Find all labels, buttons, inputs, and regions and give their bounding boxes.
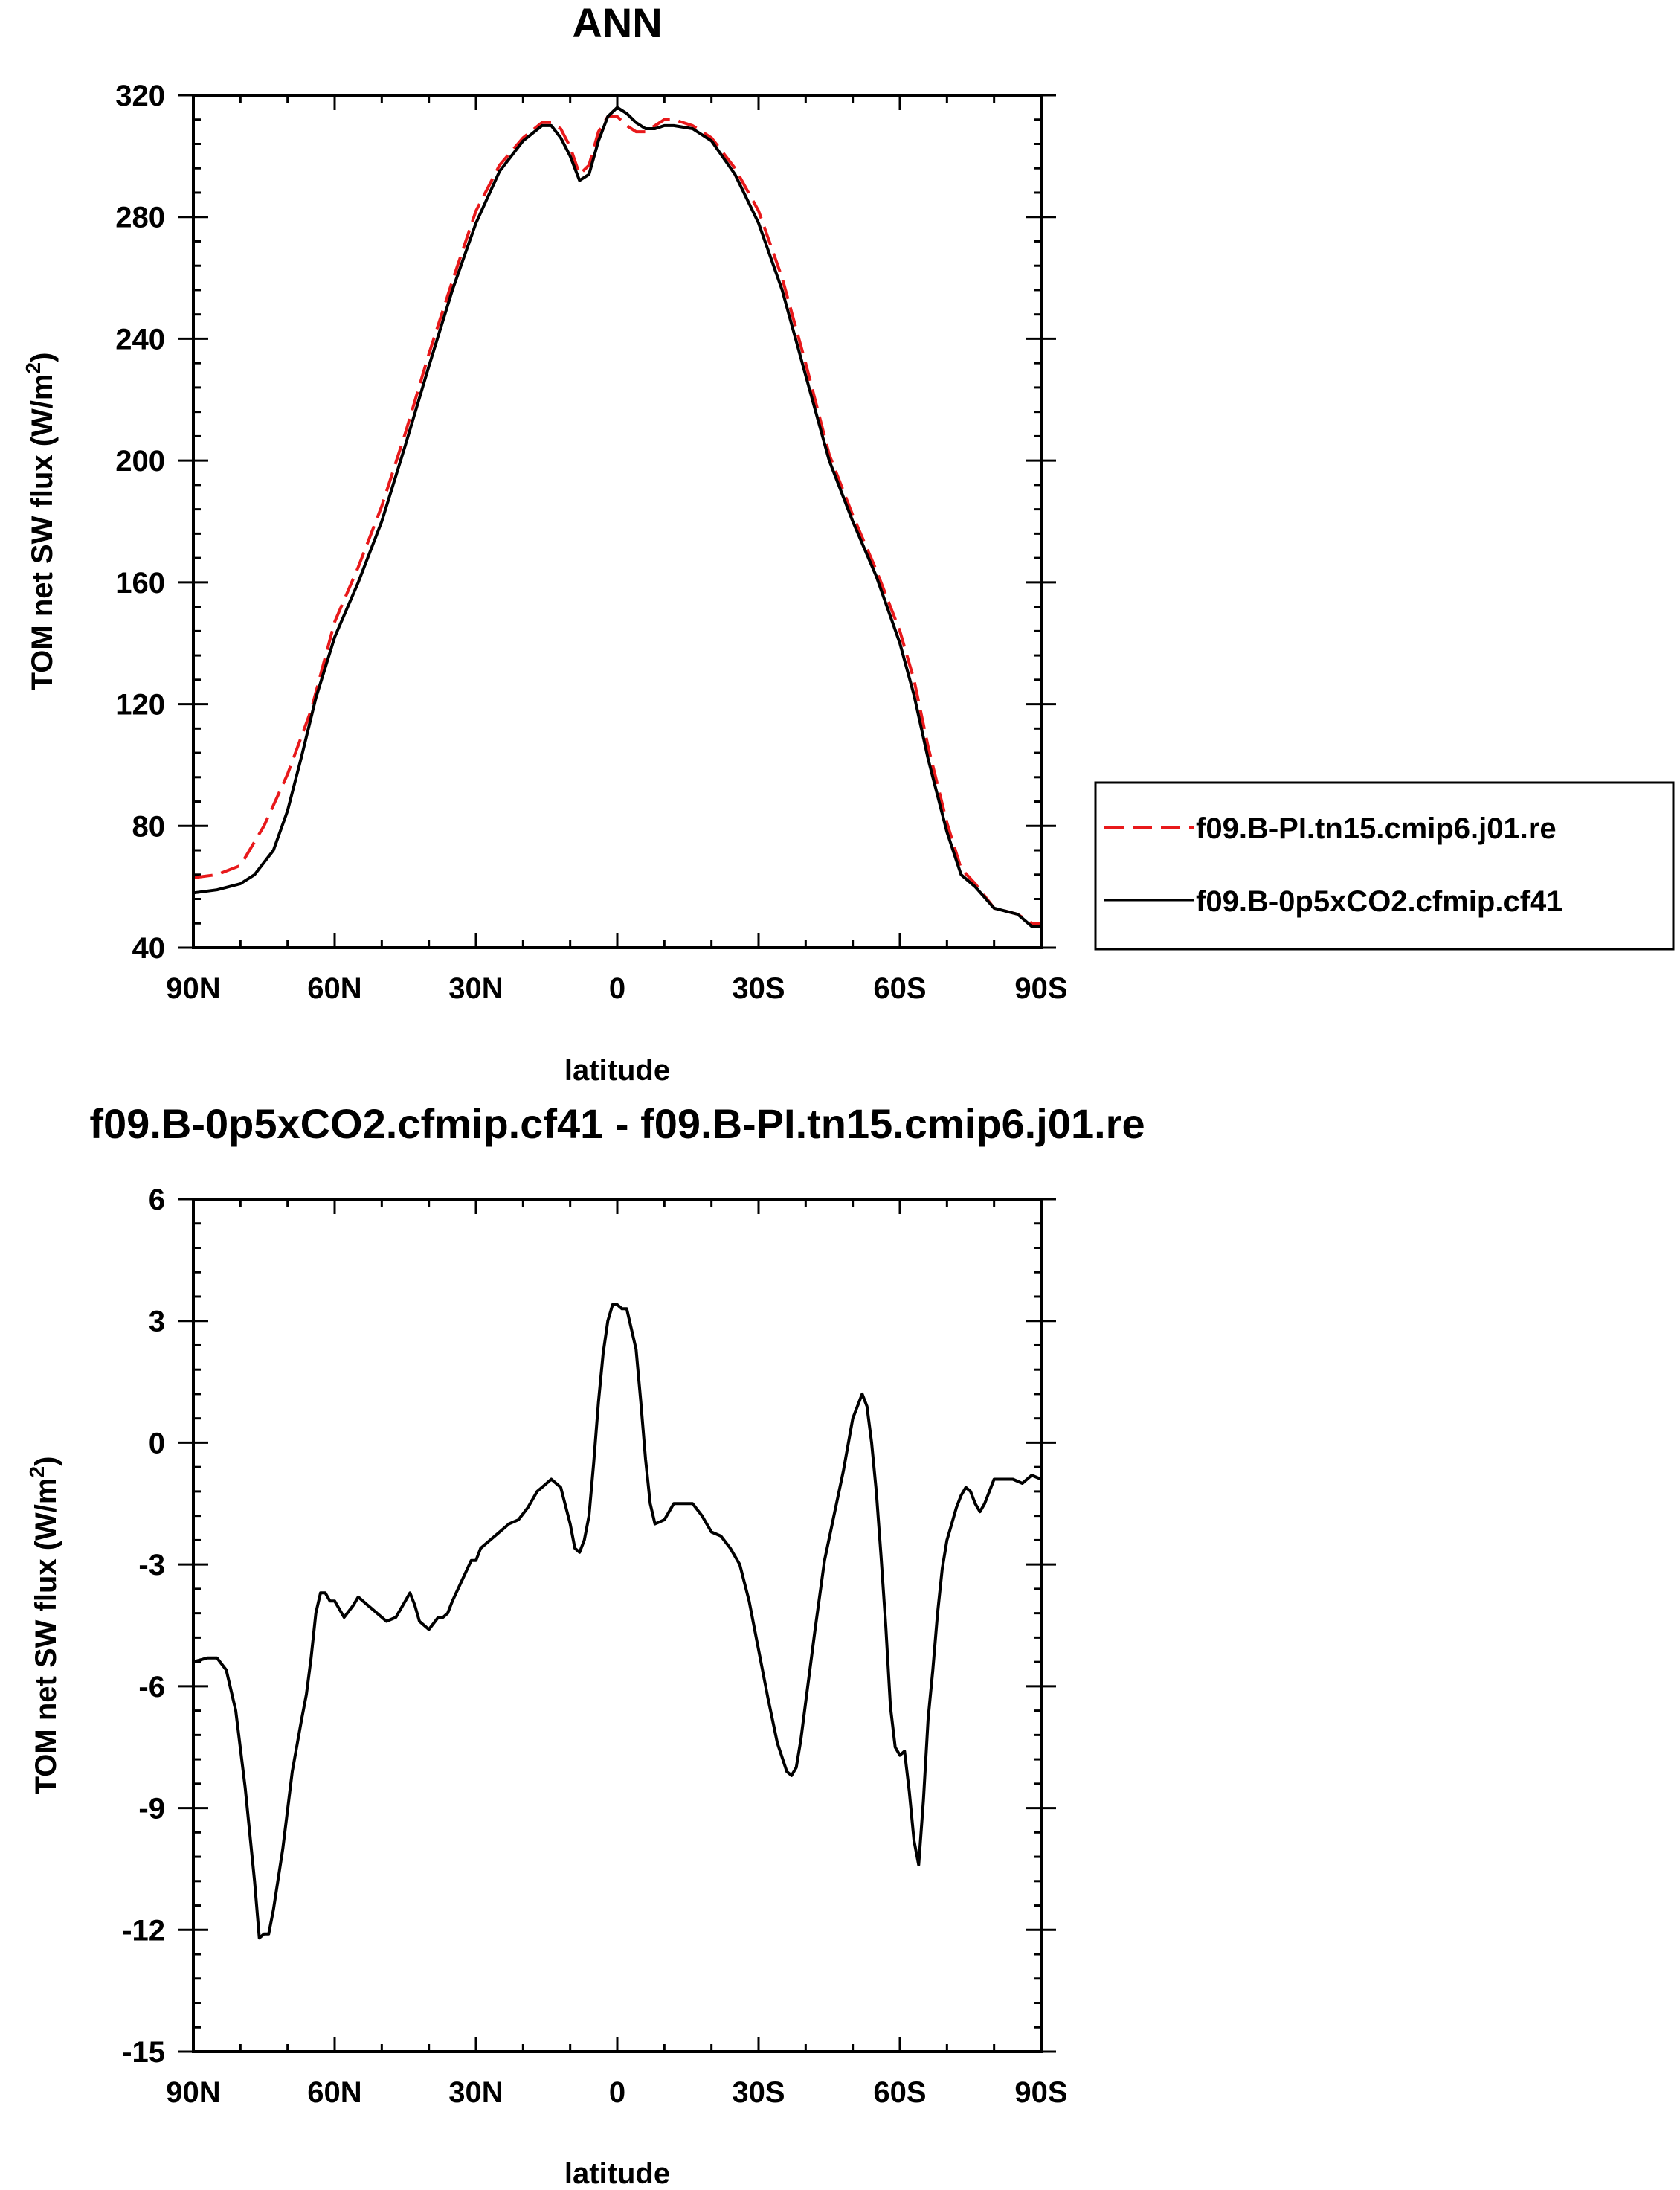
bottom-axis-ticks — [178, 1198, 1056, 2053]
x-tick-label: 60N — [307, 972, 361, 1005]
y-tick-label: 0 — [149, 1427, 165, 1460]
x-tick-label: 30N — [448, 972, 503, 1005]
y-tick-label: 240 — [115, 323, 165, 356]
y-tick-label: 80 — [132, 810, 166, 843]
x-tick-label: 0 — [609, 2076, 625, 2109]
legend-box — [1094, 781, 1675, 951]
bottom-data-lines — [193, 1303, 1042, 1940]
x-tick-label: 90N — [166, 972, 220, 1005]
x-tick-label: 90S — [1014, 972, 1067, 1005]
top-axis-ticks — [178, 94, 1056, 949]
top-y-tick-labels: 40 80 120 160 200 240 280 320 — [115, 80, 165, 965]
y-tick-label: -15 — [122, 2036, 165, 2069]
x-tick-label: 0 — [609, 972, 625, 1005]
y-tick-label: -12 — [122, 1914, 165, 1947]
t-series-line-1 — [193, 115, 1041, 925]
x-tick-label: 60S — [873, 972, 926, 1005]
y-tick-label: 120 — [115, 689, 165, 722]
y-tick-label: 280 — [115, 202, 165, 234]
bottom-chart-panel: f09.B-0p5xCO2.cfmip.cf41 - f09.B-PI.tn15… — [25, 1100, 1145, 2190]
y-tick-label: 40 — [132, 932, 166, 965]
x-tick-label: 30S — [732, 2076, 785, 2109]
legend-label-series-1: f09.B-PI.tn15.cmip6.j01.re — [1196, 812, 1557, 845]
bottom-x-tick-labels: 90N 60N 30N 0 30S 60S 90S — [166, 2076, 1067, 2109]
x-tick-label: 60N — [307, 2076, 361, 2109]
bottom-y-axis-label: TOM net SW flux (W/m2) — [25, 1457, 62, 1795]
top-chart-panel: ANN 90N 60N 30N 0 30S 60S 90S 4080120160200240… — [22, 0, 1675, 1087]
y-tick-label: 320 — [115, 80, 165, 112]
top-y-axis-label: TOM net SW flux (W/m2) — [22, 353, 59, 691]
top-y-axis-label-superscript: 2 — [22, 362, 45, 374]
y-tick-label: 3 — [149, 1306, 165, 1338]
top-x-axis-label: latitude — [564, 1054, 670, 1087]
y-tick-label: 200 — [115, 445, 165, 478]
y-tick-label: 160 — [115, 567, 165, 600]
top-data-lines — [193, 106, 1041, 928]
bottom-plot-frame — [192, 1198, 1043, 2053]
bottom-y-axis-label-main: TOM net SW flux (W/m — [30, 1478, 62, 1795]
y-tick-label: -9 — [138, 1793, 165, 1825]
top-x-tick-labels: 90N 60N 30N 0 30S 60S 90S — [166, 972, 1067, 1005]
top-chart-title: ANN — [572, 0, 662, 46]
bottom-y-axis-label-close: ) — [30, 1457, 62, 1466]
top-y-axis-label-main: TOM net SW flux (W/m — [26, 374, 59, 691]
t-series-line-2 — [193, 106, 1041, 928]
top-y-axis-label-close: ) — [26, 353, 59, 362]
b-series-line-1 — [193, 1303, 1042, 1940]
y-tick-label: -3 — [138, 1549, 165, 1582]
y-tick-label: 6 — [149, 1184, 165, 1216]
x-tick-label: 60S — [873, 2076, 926, 2109]
bottom-chart-title: f09.B-0p5xCO2.cfmip.cf41 - f09.B-PI.tn15… — [89, 1100, 1145, 1147]
y-tick-label: -6 — [138, 1671, 165, 1703]
bottom-y-tick-labels: -15 -12 -9 -6 -3 0 3 6 — [122, 1184, 165, 2069]
legend-label-series-2: f09.B-0p5xCO2.cfmip.cf41 — [1196, 885, 1563, 918]
bottom-x-axis-label: latitude — [564, 2157, 670, 2190]
x-tick-label: 30N — [448, 2076, 503, 2109]
top-plot-frame — [192, 94, 1043, 949]
bottom-y-axis-label-superscript: 2 — [25, 1466, 48, 1478]
x-tick-label: 30S — [732, 972, 785, 1005]
x-tick-label: 90N — [166, 2076, 220, 2109]
top-chart-legend: f09.B-PI.tn15.cmip6.j01.re f09.B-0p5xCO2… — [1094, 781, 1675, 951]
x-tick-label: 90S — [1014, 2076, 1067, 2109]
